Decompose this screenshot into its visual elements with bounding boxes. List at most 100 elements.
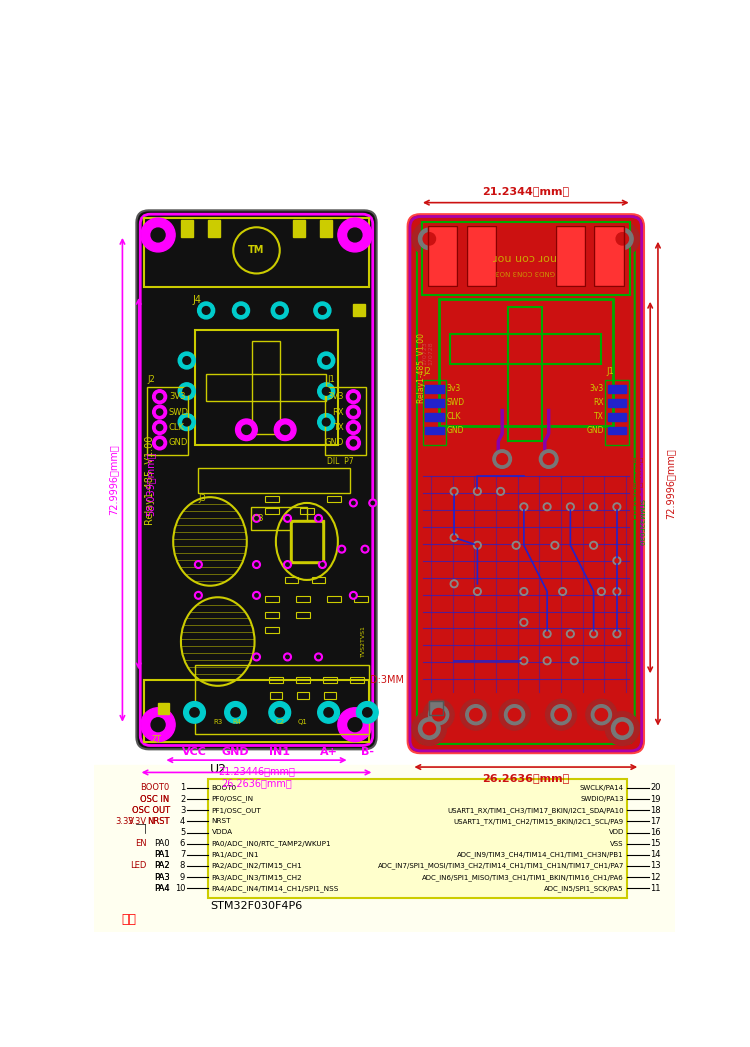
Bar (353, 305, 365, 316)
Text: LED: LED (130, 862, 146, 870)
Circle shape (543, 656, 551, 665)
Circle shape (473, 488, 482, 495)
Circle shape (509, 709, 520, 720)
Text: SWCLK/PA14: SWCLK/PA14 (580, 785, 624, 790)
Circle shape (561, 589, 565, 594)
Circle shape (419, 718, 440, 739)
Circle shape (592, 505, 596, 509)
Circle shape (476, 589, 479, 594)
Bar (144, 218, 369, 287)
Circle shape (255, 655, 258, 659)
Bar (296, 596, 310, 602)
Circle shape (242, 425, 251, 435)
Circle shape (197, 302, 214, 319)
Circle shape (522, 589, 526, 594)
Circle shape (545, 505, 549, 509)
Circle shape (369, 499, 376, 507)
Circle shape (596, 709, 608, 720)
Text: CLK: CLK (446, 413, 460, 421)
Text: TX: TX (333, 423, 344, 432)
Circle shape (423, 699, 454, 730)
Circle shape (196, 594, 200, 597)
Circle shape (318, 701, 340, 723)
Text: TM: TM (248, 245, 265, 255)
Circle shape (315, 514, 322, 522)
Bar (269, 677, 283, 683)
Circle shape (316, 655, 320, 659)
Circle shape (157, 440, 163, 446)
Circle shape (613, 587, 621, 596)
Circle shape (572, 659, 576, 663)
Circle shape (350, 409, 356, 416)
Bar (425, 413, 444, 421)
Text: C2: C2 (275, 718, 284, 725)
Text: 12: 12 (650, 872, 661, 882)
Circle shape (316, 516, 320, 520)
Text: PF0/OSC_IN: PF0/OSC_IN (211, 796, 254, 802)
Text: Q1: Q1 (298, 718, 308, 725)
Text: PA3/ADC_IN3/TIM15_CH2: PA3/ADC_IN3/TIM15_CH2 (211, 874, 302, 881)
Circle shape (363, 548, 367, 551)
Bar (265, 496, 279, 503)
Text: R4: R4 (232, 718, 242, 725)
Text: PA1: PA1 (154, 850, 170, 860)
Circle shape (452, 582, 456, 585)
Text: CLK: CLK (169, 423, 185, 432)
Text: ADC_IN7/SPI1_MOSI/TIM3_CH2/TIM14_CH1/TIM1_CH1N/TIM17_CH1/PA7: ADC_IN7/SPI1_MOSI/TIM3_CH2/TIM14_CH1/TIM… (377, 863, 624, 869)
Circle shape (350, 424, 356, 430)
Circle shape (272, 302, 288, 319)
Circle shape (315, 653, 322, 661)
Bar (94, 764, 675, 932)
Circle shape (586, 699, 616, 730)
Text: 6: 6 (180, 839, 185, 848)
Circle shape (178, 414, 195, 430)
Circle shape (362, 545, 369, 553)
Circle shape (450, 580, 458, 587)
Text: 4: 4 (180, 817, 185, 826)
Circle shape (613, 503, 621, 511)
Circle shape (598, 587, 605, 596)
Text: 图纸: 图纸 (121, 913, 136, 927)
Bar (144, 681, 369, 741)
Text: GND: GND (446, 426, 464, 436)
Circle shape (253, 592, 260, 599)
Bar (422, 222, 630, 295)
Circle shape (611, 718, 633, 739)
Text: 16: 16 (650, 828, 661, 837)
Circle shape (153, 421, 166, 435)
Circle shape (183, 418, 190, 426)
Text: VCC: VCC (182, 747, 207, 757)
Text: PA2: PA2 (154, 862, 170, 870)
Circle shape (286, 516, 290, 520)
Bar (323, 677, 337, 683)
Text: STM32F030F4P6: STM32F030F4P6 (210, 901, 302, 911)
Circle shape (194, 592, 202, 599)
Circle shape (551, 705, 572, 725)
Circle shape (196, 563, 200, 566)
Circle shape (570, 656, 578, 665)
Text: SWDIO/PA13: SWDIO/PA13 (580, 796, 624, 802)
Circle shape (276, 307, 284, 314)
Text: NRST: NRST (211, 819, 231, 824)
Circle shape (566, 503, 574, 511)
Text: ADC_IN6/SPI1_MISO/TIM3_CH1/TIM1_BKIN/TIM16_CH1/PA6: ADC_IN6/SPI1_MISO/TIM3_CH1/TIM1_BKIN/TIM… (422, 874, 624, 881)
Bar (595, 226, 624, 286)
Circle shape (543, 453, 554, 465)
Bar (147, 387, 188, 455)
Text: 3.3V: 3.3V (128, 817, 146, 826)
Bar (429, 700, 443, 715)
Text: ZT: ZT (152, 735, 161, 744)
Text: 14: 14 (650, 850, 661, 860)
Circle shape (555, 709, 567, 720)
Bar (608, 399, 626, 406)
Circle shape (520, 619, 528, 626)
Text: ADC_IN5/SPI1_SCK/PA5: ADC_IN5/SPI1_SCK/PA5 (544, 885, 624, 892)
Circle shape (184, 701, 206, 723)
Text: 3: 3 (180, 806, 185, 815)
Circle shape (413, 222, 446, 255)
Text: OSC IN: OSC IN (140, 795, 170, 803)
Circle shape (423, 232, 436, 245)
Circle shape (551, 541, 559, 549)
Circle shape (615, 505, 619, 509)
Text: 8: 8 (180, 862, 185, 870)
